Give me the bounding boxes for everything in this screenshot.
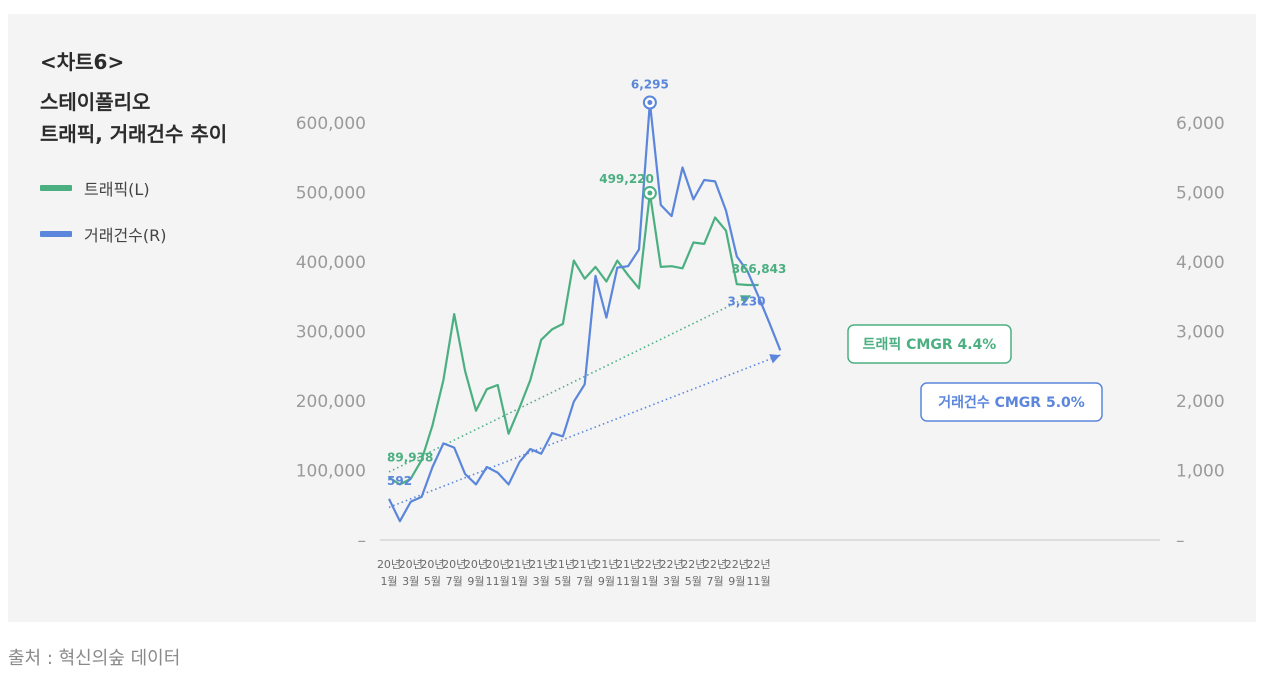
y-left-tick-label: 400,000 <box>296 253 366 273</box>
x-tick-label-month: 5월 <box>424 575 441 588</box>
x-tick-label-year: 20년 <box>420 558 444 571</box>
legend-item-transactions: 거래건수(R) <box>40 222 166 246</box>
x-tick-label-month: 9월 <box>598 575 615 588</box>
legend-label-transactions: 거래건수(R) <box>84 226 167 245</box>
x-tick-label-month: 9월 <box>467 575 484 588</box>
x-tick-label-month: 1월 <box>511 575 528 588</box>
y-right-tick-label: 1,000 <box>1176 462 1225 482</box>
x-tick-label-year: 22년 <box>660 558 684 571</box>
trendline-arrow-traffic <box>739 295 751 305</box>
x-tick-label-month: 1월 <box>641 575 658 588</box>
chart-panel <box>8 14 1256 622</box>
series-line-traffic <box>388 191 759 486</box>
x-tick-label-month: 11월 <box>486 575 510 588</box>
x-tick-label-year: 20년 <box>377 558 401 571</box>
y-right-tick-label: 4,000 <box>1176 253 1225 273</box>
x-tick-label-year: 21년 <box>594 558 618 571</box>
x-tick-label-month: 7월 <box>707 575 724 588</box>
x-tick-label-year: 21년 <box>529 558 553 571</box>
data-label: 366,843 <box>732 262 787 276</box>
y-right-tick-label: 5,000 <box>1176 184 1225 204</box>
data-label: 499,220 <box>599 172 654 186</box>
legend-swatch-traffic <box>40 185 72 191</box>
y-left-tick-label: – <box>358 531 367 551</box>
chart-number-label: <차트6> <box>40 50 125 74</box>
y-left-tick-label: 500,000 <box>296 184 366 204</box>
x-tick-label-month: 7월 <box>446 575 463 588</box>
data-label: 3,230 <box>727 295 765 309</box>
x-tick-label-year: 20년 <box>464 558 488 571</box>
x-tick-label-year: 20년 <box>442 558 466 571</box>
x-tick-label-month: 5월 <box>685 575 702 588</box>
y-right-tick-label: 6,000 <box>1176 114 1225 134</box>
data-label: 592 <box>387 474 412 488</box>
y-left-tick-label: 300,000 <box>296 323 366 343</box>
y-right-tick-label: 2,000 <box>1176 392 1225 412</box>
source-note: 출처 : 혁신의숲 데이터 <box>8 648 181 669</box>
x-tick-label-month: 11월 <box>616 575 640 588</box>
chart-title: 스테이폴리오 트래픽, 거래건수 추이 <box>40 86 227 150</box>
x-tick-label-year: 22년 <box>703 558 727 571</box>
x-tick-label-year: 21년 <box>573 558 597 571</box>
x-tick-label-year: 20년 <box>399 558 423 571</box>
x-tick-label-month: 7월 <box>576 575 593 588</box>
legend-label-traffic: 트래픽(L) <box>84 180 150 199</box>
x-tick-label-month: 3월 <box>533 575 550 588</box>
x-tick-label-year: 22년 <box>747 558 771 571</box>
trendline-arrow-transactions <box>769 354 781 364</box>
peak-marker-dot-traffic <box>647 190 653 196</box>
cmgr-box-transactions <box>920 382 1103 422</box>
y-left-tick-label: 200,000 <box>296 392 366 412</box>
y-right-tick-label: – <box>1176 531 1185 551</box>
cmgr-box-traffic <box>847 324 1012 364</box>
x-tick-label-year: 22년 <box>638 558 662 571</box>
x-tick-label-month: 3월 <box>402 575 419 588</box>
x-tick-label-month: 1월 <box>380 575 397 588</box>
cmgr-box-transactions-label: 거래건수 CMGR 5.0% <box>938 394 1085 411</box>
legend: 트래픽(L) 거래건수(R) <box>40 176 166 268</box>
x-tick-label-year: 20년 <box>486 558 510 571</box>
y-right-tick-label: 3,000 <box>1176 323 1225 343</box>
y-left-tick-label: 100,000 <box>296 462 366 482</box>
x-tick-label-year: 21년 <box>551 558 575 571</box>
legend-item-traffic: 트래픽(L) <box>40 176 166 200</box>
data-label: 89,938 <box>387 450 433 464</box>
peak-marker-dot-transactions <box>647 99 653 105</box>
x-tick-label-month: 3월 <box>663 575 680 588</box>
x-tick-label-year: 21년 <box>507 558 531 571</box>
x-tick-label-month: 11월 <box>747 575 771 588</box>
chart-title-line2: 트래픽, 거래건수 추이 <box>40 122 228 146</box>
data-label: 6,295 <box>631 77 669 91</box>
x-tick-label-month: 9월 <box>728 575 745 588</box>
legend-swatch-transactions <box>40 231 72 237</box>
chart-title-line1: 스테이폴리오 <box>40 90 151 114</box>
x-tick-label-year: 22년 <box>725 558 749 571</box>
x-tick-label-year: 22년 <box>681 558 705 571</box>
x-tick-label-month: 5월 <box>554 575 571 588</box>
x-tick-label-year: 21년 <box>616 558 640 571</box>
series-line-transactions <box>388 101 782 523</box>
y-left-tick-label: 600,000 <box>296 114 366 134</box>
cmgr-box-traffic-label: 트래픽 CMGR 4.4% <box>863 336 997 353</box>
